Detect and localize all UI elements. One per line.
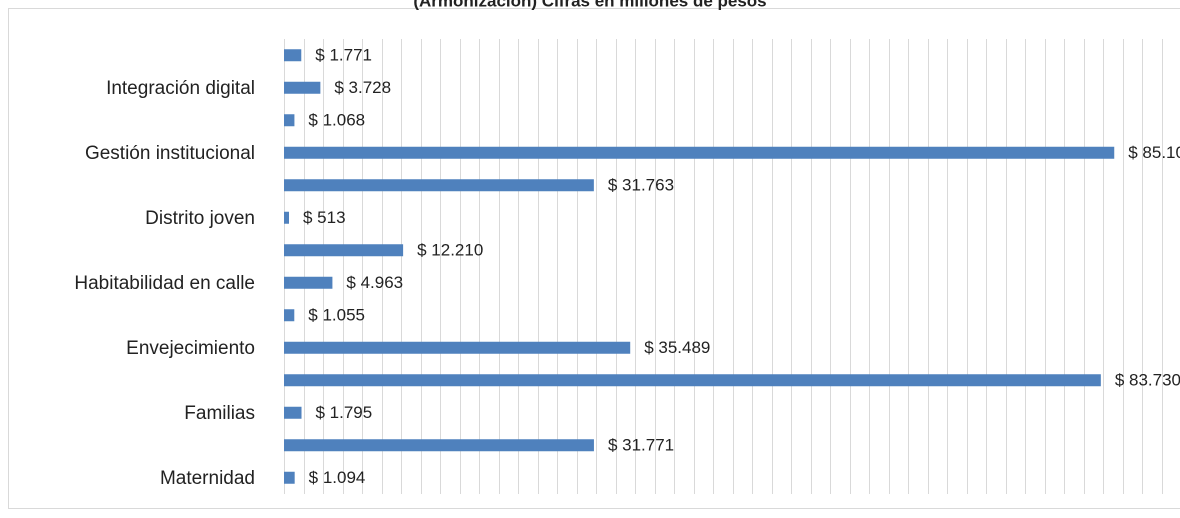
value-label: $ 85.105 <box>1128 143 1180 162</box>
value-label: $ 1.068 <box>308 111 365 130</box>
value-label: $ 3.728 <box>334 78 391 97</box>
chart-title: (Armonización) Cifras en millones de pes… <box>413 0 766 10</box>
bar <box>284 114 295 127</box>
value-label: $ 12.210 <box>417 241 483 260</box>
chart-frame <box>8 8 1180 509</box>
bar <box>284 179 594 192</box>
value-label: $ 513 <box>303 208 346 227</box>
value-label: $ 35.489 <box>644 338 710 357</box>
value-label: $ 1.055 <box>308 306 365 325</box>
bar <box>284 244 404 257</box>
bar <box>284 374 1101 387</box>
bar <box>284 309 295 322</box>
value-label: $ 1.771 <box>315 46 372 65</box>
bar <box>284 406 302 419</box>
value-label: $ 31.763 <box>608 176 674 195</box>
bar <box>284 146 1115 159</box>
y-tick-label: Maternidad <box>160 468 255 489</box>
bar <box>284 81 321 94</box>
value-label: $ 83.730 <box>1115 371 1180 390</box>
y-tick-label: Familias <box>184 403 255 424</box>
bar <box>284 471 295 484</box>
bar <box>284 341 631 354</box>
value-label: $ 1.094 <box>309 468 366 487</box>
y-tick-label: Envejecimiento <box>126 338 255 359</box>
value-label: $ 4.963 <box>346 273 403 292</box>
y-tick-label: Habitabilidad en calle <box>74 273 255 294</box>
y-tick-label: Distrito joven <box>145 208 255 229</box>
y-tick-label: Gestión institucional <box>85 143 255 164</box>
bar <box>284 276 333 289</box>
bar <box>284 49 302 62</box>
y-tick-label: Integración digital <box>106 78 255 99</box>
value-label: $ 1.795 <box>316 403 373 422</box>
value-label: $ 31.771 <box>608 436 674 455</box>
bar <box>284 439 594 452</box>
bar <box>284 211 290 224</box>
